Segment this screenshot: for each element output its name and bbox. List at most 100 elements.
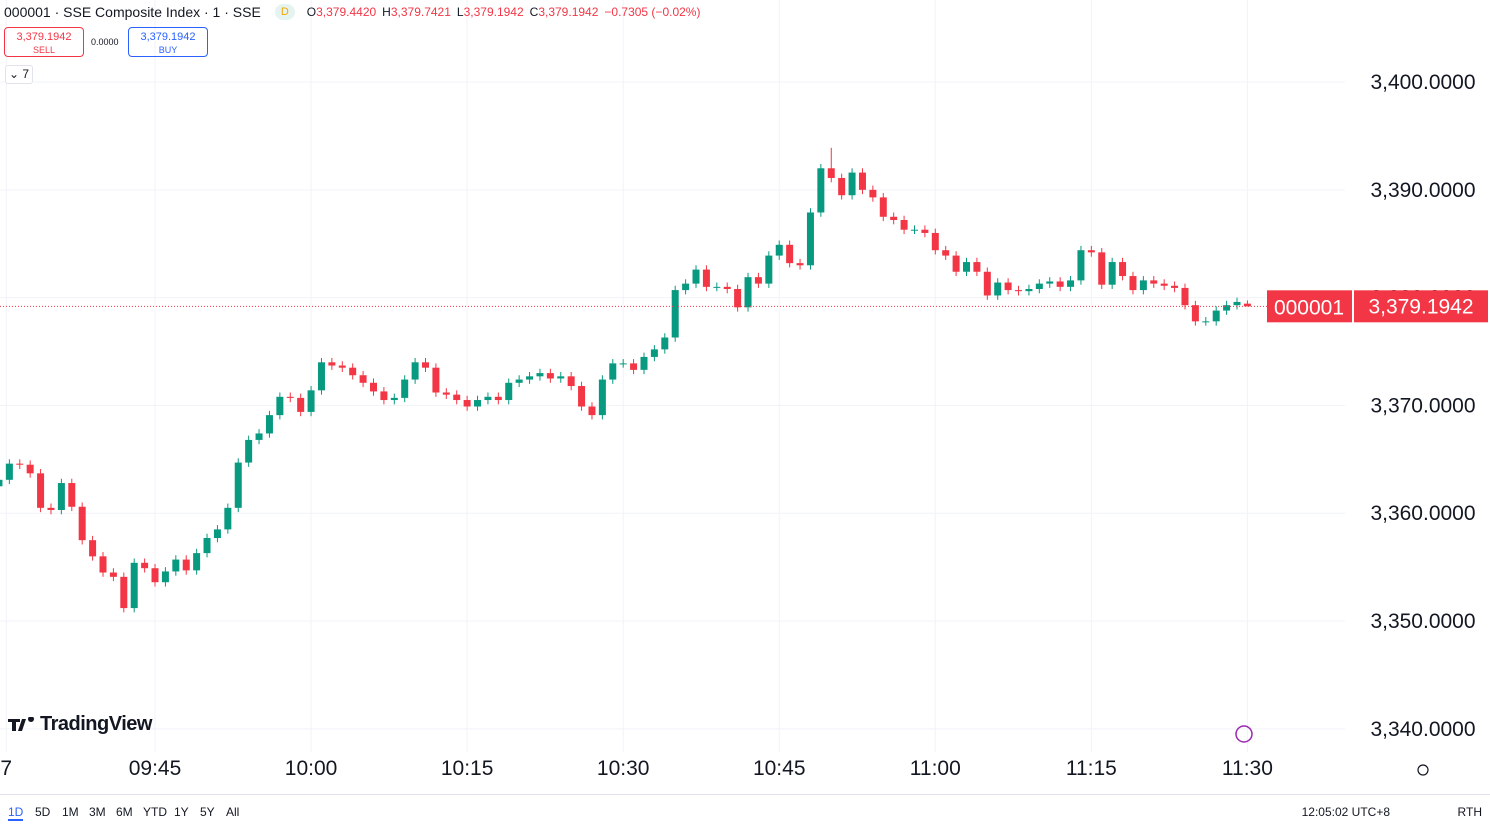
y-tick-label: 3,370.0000	[1370, 394, 1475, 417]
candle-body	[1077, 250, 1085, 281]
ohlc-value: 3,379.4420	[316, 5, 377, 19]
ohlc-key: O	[306, 5, 317, 19]
candle-body	[494, 396, 502, 401]
candle-body	[1233, 301, 1241, 306]
candle-body	[1035, 283, 1043, 290]
candle-body	[630, 363, 638, 370]
buy-price: 3,379.1942	[140, 31, 196, 43]
candle-body	[578, 386, 586, 407]
spread: 0.0000	[91, 37, 119, 47]
candle-body	[879, 197, 887, 217]
candle-body	[47, 507, 55, 510]
range-button[interactable]: All	[226, 805, 240, 819]
candle-body	[141, 562, 149, 569]
candles	[0, 147, 1345, 613]
sell-button[interactable]: 3,379.1942 SELL	[4, 27, 84, 57]
candle-body	[328, 362, 336, 366]
candle-body	[1150, 280, 1158, 284]
range-button[interactable]: 5Y	[200, 805, 215, 819]
candle-body	[442, 392, 450, 395]
candle-body	[37, 473, 45, 508]
candle-body	[567, 376, 575, 387]
candle-body	[120, 576, 128, 609]
range-button[interactable]: 3M	[89, 805, 106, 819]
range-button[interactable]: 1Y	[174, 805, 189, 819]
x-tick-label: 7	[0, 757, 12, 780]
footer: 12:05:02 UTC+8 RTH 1D 5D 1M 3M 6M YTD 1Y 5Y All	[0, 794, 1490, 827]
grid	[0, 0, 1345, 752]
y-tick-label: 3,360.0000	[1370, 502, 1475, 525]
candle-body	[983, 271, 991, 296]
indicators-toggle[interactable]: ⌄ 7	[5, 65, 33, 84]
candle-body	[1171, 285, 1179, 288]
buy-button[interactable]: 3,379.1942 BUY	[128, 27, 208, 57]
candle-body	[869, 189, 877, 198]
symbol-title[interactable]: 000001 · SSE Composite Index · 1 · SSE	[4, 4, 261, 20]
candle-body	[182, 559, 190, 571]
candle-body	[68, 483, 76, 507]
candle-body	[453, 394, 461, 401]
candle-body	[130, 562, 138, 609]
candle-body	[765, 255, 773, 284]
price-symbol-box	[1267, 290, 1352, 323]
session[interactable]: RTH	[1457, 805, 1482, 819]
candle-body	[515, 379, 523, 383]
logo: TradingView	[8, 713, 152, 736]
candle-body	[5, 463, 13, 480]
candle-body	[942, 250, 950, 256]
candle-body	[931, 232, 939, 251]
clock: 12:05:02 UTC+8	[1301, 805, 1390, 819]
candle-body	[723, 286, 731, 290]
candle-body	[432, 367, 440, 393]
buy-label: BUY	[158, 45, 178, 55]
x-tick-label: 10:45	[753, 757, 806, 780]
candle-body	[1212, 310, 1220, 322]
candle-body	[109, 572, 117, 577]
badge: D	[274, 4, 295, 20]
candle-body	[89, 540, 97, 557]
candle-body	[338, 365, 346, 368]
candle-body	[307, 390, 315, 412]
candle-body	[1087, 250, 1095, 253]
candle-body	[474, 400, 482, 407]
candle-body	[463, 400, 471, 407]
candle-body	[1015, 290, 1023, 292]
candle-body	[1046, 281, 1054, 284]
candle-body	[203, 538, 211, 554]
replay-icon	[1235, 725, 1253, 743]
candle-body	[973, 262, 981, 272]
y-tick-label: 3,340.0000	[1370, 718, 1475, 741]
price-symbol: 000001	[1274, 296, 1344, 319]
range-button[interactable]: 1D	[8, 805, 24, 821]
candle-body	[1129, 276, 1137, 291]
y-tick-label: 3,350.0000	[1370, 610, 1475, 633]
candle-body	[505, 382, 513, 401]
logo-text: TradingView	[40, 713, 152, 735]
candle-body	[380, 391, 388, 401]
range-button[interactable]: 6M	[116, 805, 133, 819]
candle-body	[151, 568, 159, 583]
candle-body	[838, 177, 846, 196]
candle-body	[963, 262, 971, 272]
candle-body	[1191, 305, 1199, 322]
range-button[interactable]: 5D	[35, 805, 51, 819]
candle-body	[827, 168, 835, 178]
price-label: 3,379.1942	[1368, 295, 1473, 318]
candle-body	[1139, 280, 1147, 291]
candle-body	[1243, 303, 1251, 307]
candle-body	[411, 362, 419, 380]
candle-body	[921, 229, 929, 233]
candle-body	[78, 506, 86, 541]
candle-body	[734, 289, 742, 308]
range-button[interactable]: 1M	[62, 805, 79, 819]
y-tick-label: 3,400.0000	[1370, 71, 1475, 94]
candle-body	[349, 367, 357, 376]
candle-body	[193, 553, 201, 571]
range-button[interactable]: YTD	[143, 805, 167, 819]
candle-body	[994, 282, 1002, 296]
candle-body	[598, 379, 606, 416]
candle-body	[255, 433, 263, 440]
candle-body	[297, 397, 305, 412]
candle-body	[1025, 289, 1033, 292]
